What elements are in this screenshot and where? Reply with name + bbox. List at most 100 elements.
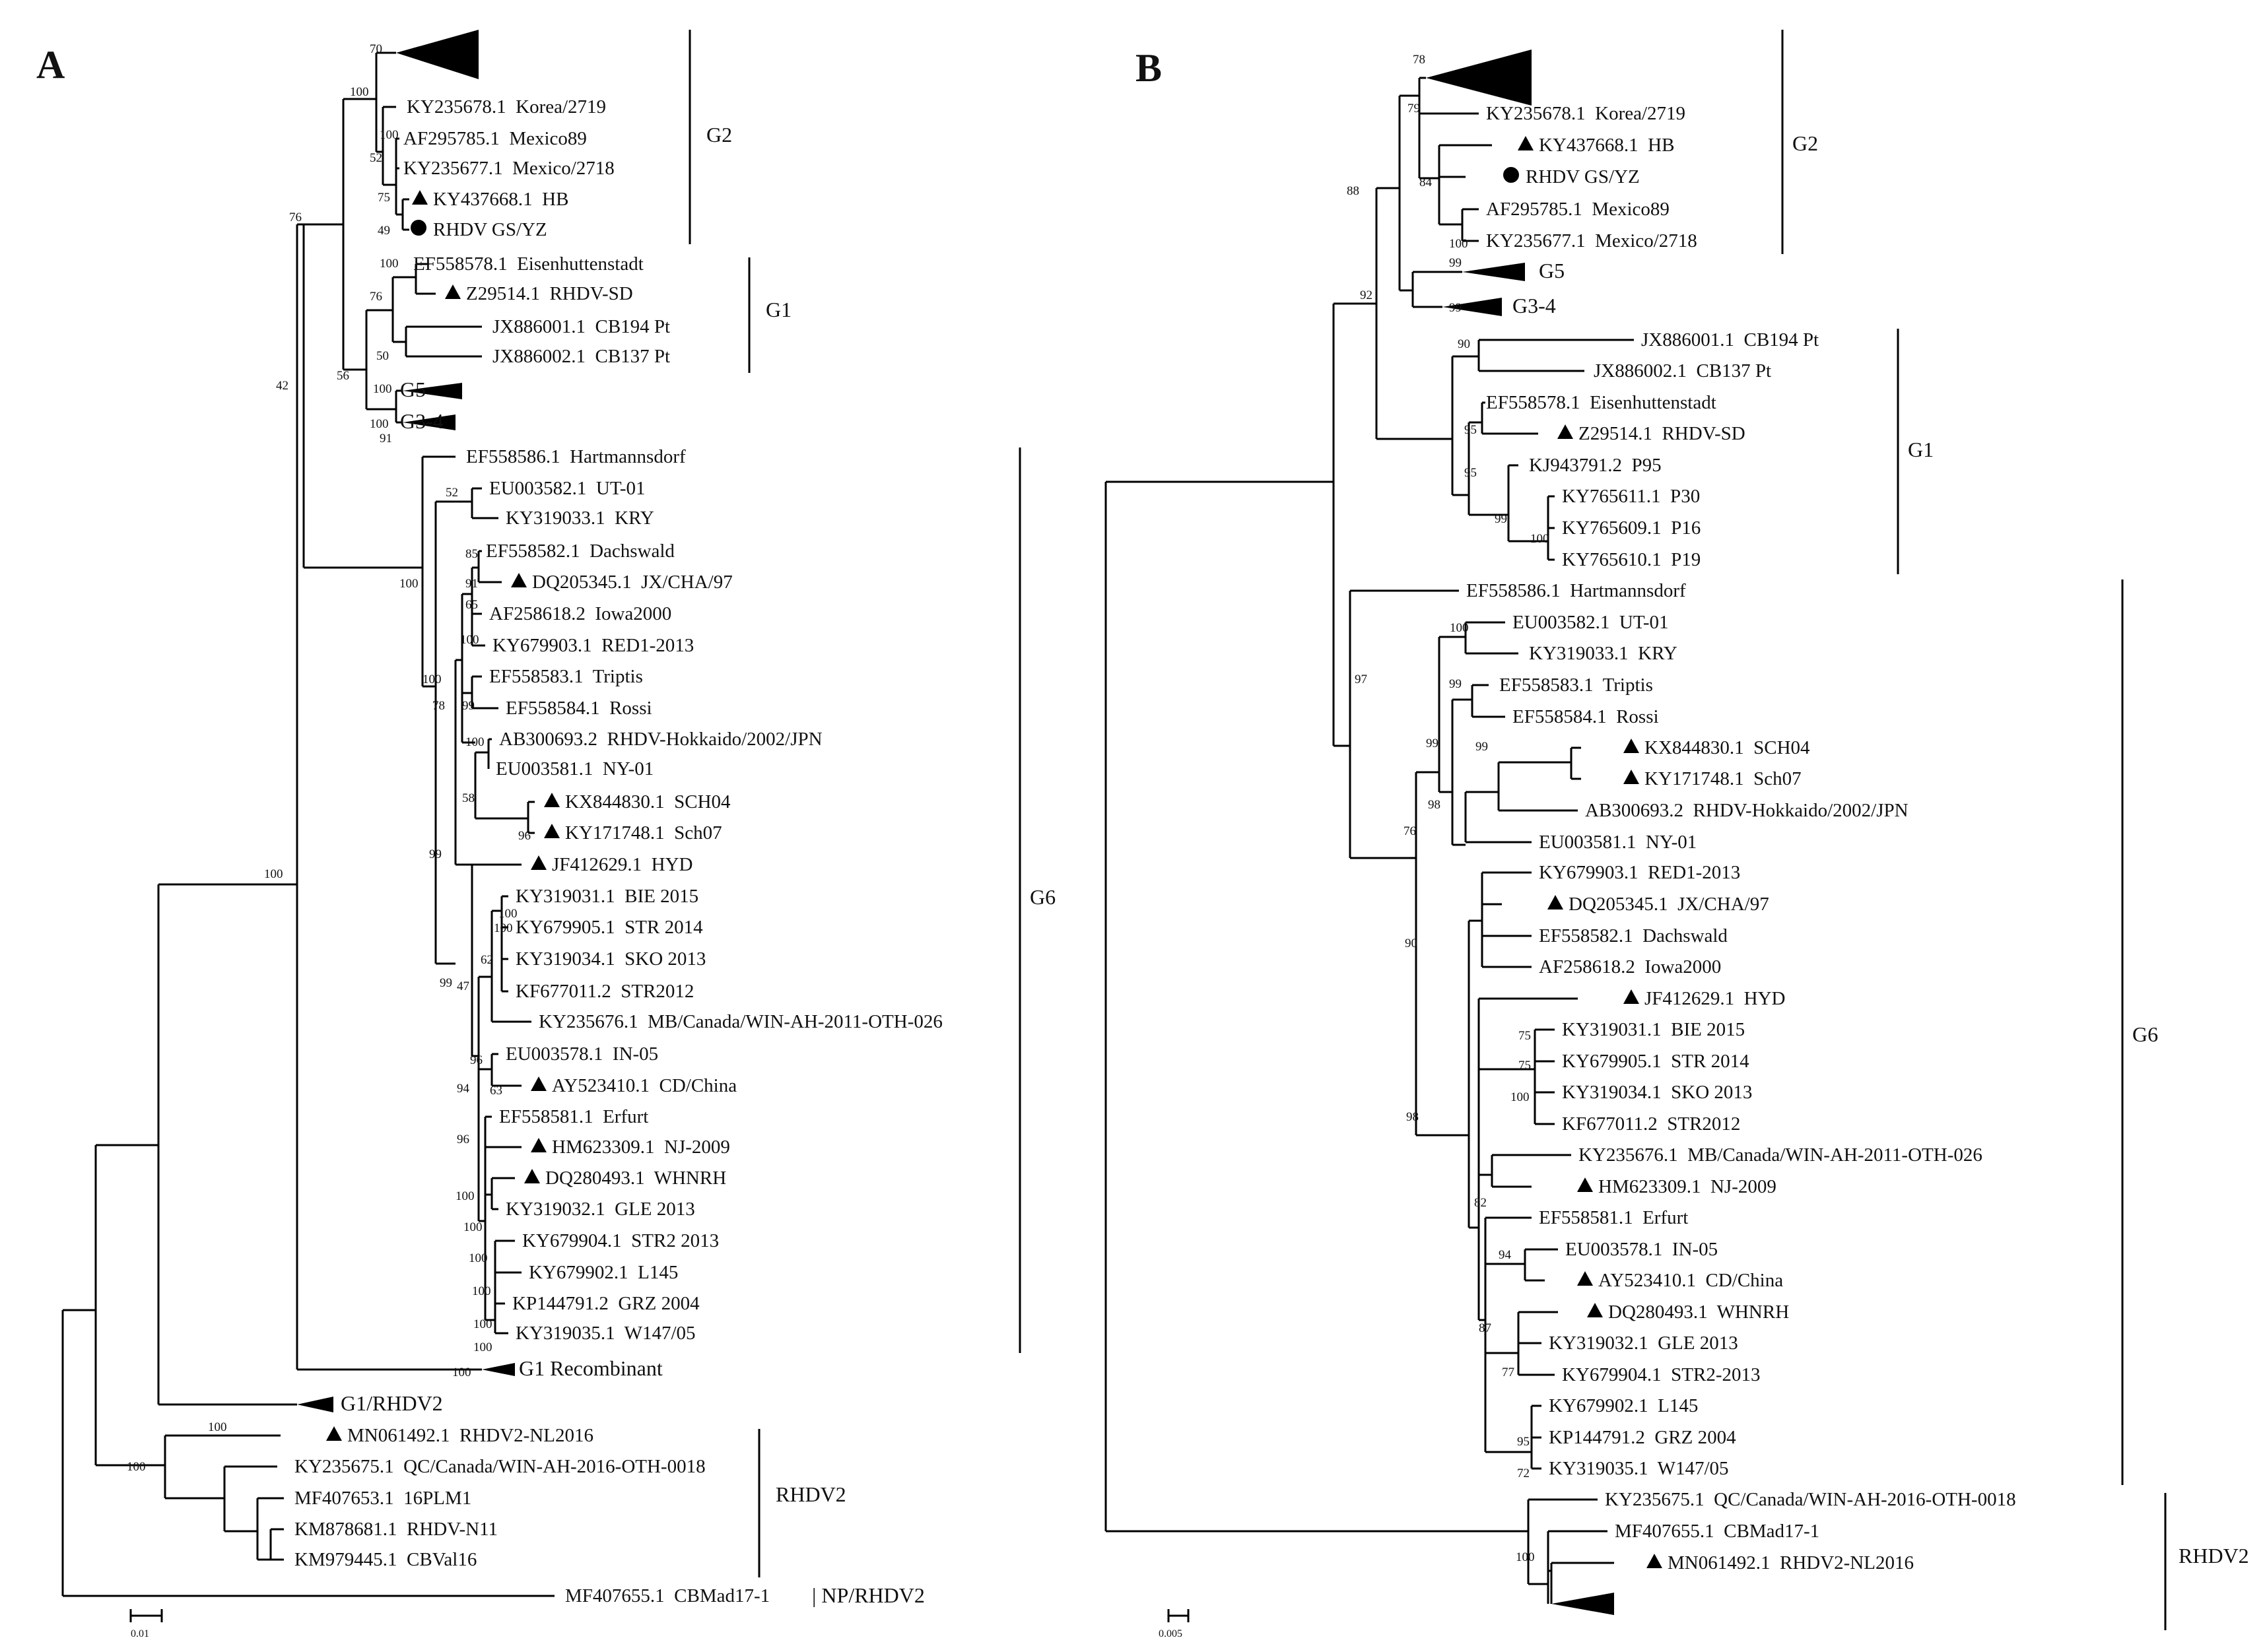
bootstrap-value: 75 bbox=[378, 191, 390, 205]
leaf-label: EF558583.1 Triptis bbox=[1499, 675, 1653, 696]
leaf-label: EF558584.1 Rossi bbox=[1512, 706, 1659, 727]
collapsed-clade-triangle bbox=[1426, 50, 1532, 106]
leaf-label: RHDV GS/YZ bbox=[433, 219, 547, 240]
bootstrap-value: 100 bbox=[456, 1189, 475, 1203]
leaf-label: KY319034.1 SKO 2013 bbox=[516, 948, 706, 970]
leaf-label: KY319035.1 W147/05 bbox=[516, 1323, 696, 1344]
group-label-np-rhdv2: | NP/RHDV2 bbox=[812, 1583, 925, 1607]
collapsed-clade-triangle bbox=[482, 1363, 515, 1376]
collapsed-clade-label: G3-4 bbox=[1512, 294, 1556, 317]
leaf-label: Z29514.1 RHDV-SD bbox=[1578, 423, 1745, 444]
triangle-marker-icon bbox=[1557, 424, 1573, 439]
leaf-label: KP144791.2 GRZ 2004 bbox=[1549, 1427, 1736, 1448]
leaf-label: EF558581.1 Erfurt bbox=[499, 1106, 648, 1127]
bootstrap-value: 99 bbox=[1426, 737, 1438, 750]
circle-marker-icon bbox=[1503, 167, 1519, 183]
bootstrap-value: 91 bbox=[465, 577, 478, 591]
panel-b-bootstrap-values: 78 79 84 100 99 99 88 92 90 95 95 99 100 97 100 99 99 99 9… bbox=[1347, 53, 1549, 1564]
leaf-label: KY235678.1 Korea/2719 bbox=[1486, 103, 1685, 124]
leaf-label: JF412629.1 HYD bbox=[1644, 988, 1786, 1009]
leaf-label: KY679905.1 STR 2014 bbox=[516, 917, 703, 938]
bootstrap-value: 100 bbox=[423, 673, 442, 686]
triangle-marker-icon bbox=[524, 1169, 540, 1183]
bootstrap-value: 75 bbox=[1518, 1029, 1531, 1043]
leaf-label: KF677011.2 STR2012 bbox=[1562, 1113, 1740, 1135]
bootstrap-value: 50 bbox=[376, 349, 389, 363]
bootstrap-value: 90 bbox=[1405, 937, 1417, 950]
group-label-g2: G2 bbox=[1792, 131, 1818, 155]
leaf-label: KY235675.1 QC/Canada/WIN-AH-2016-OTH-001… bbox=[1605, 1489, 2016, 1510]
leaf-label: EU003582.1 UT-01 bbox=[489, 478, 646, 499]
leaf-label: KY679904.1 STR2-2013 bbox=[1562, 1364, 1760, 1385]
leaf-label: KY679905.1 STR 2014 bbox=[1562, 1051, 1749, 1072]
triangle-marker-icon bbox=[1623, 770, 1639, 784]
leaf-label: EF558578.1 Eisenhuttenstadt bbox=[413, 253, 644, 275]
bootstrap-value: 76 bbox=[289, 211, 302, 224]
leaf-label: KY319031.1 BIE 2015 bbox=[1562, 1019, 1745, 1040]
bootstrap-value: 96 bbox=[470, 1053, 483, 1067]
bootstrap-value: 99 bbox=[1449, 256, 1462, 270]
bootstrap-value: 98 bbox=[1428, 798, 1440, 812]
collapsed-clade-triangle bbox=[297, 1397, 333, 1412]
bootstrap-value: 100 bbox=[380, 257, 399, 271]
leaf-label: KY319035.1 W147/05 bbox=[1549, 1458, 1729, 1479]
leaf-label: EU003578.1 IN-05 bbox=[1565, 1239, 1718, 1260]
bootstrap-value: 96 bbox=[518, 829, 531, 843]
bootstrap-value: 82 bbox=[1474, 1196, 1487, 1210]
bootstrap-value: 100 bbox=[469, 1251, 488, 1265]
bootstrap-value: 52 bbox=[446, 486, 458, 500]
leaf-label: EU003581.1 NY-01 bbox=[1539, 832, 1697, 853]
leaf-label: HM623309.1 NJ-2009 bbox=[1598, 1176, 1776, 1197]
leaf-label: KY679902.1 L145 bbox=[1549, 1395, 1698, 1416]
bootstrap-value: 70 bbox=[370, 42, 382, 56]
triangle-marker-icon bbox=[1623, 739, 1639, 753]
leaf-label: MN061492.1 RHDV2-NL2016 bbox=[347, 1425, 593, 1446]
leaf-label: DQ280493.1 WHNRH bbox=[1608, 1302, 1789, 1323]
leaf-label: EU003582.1 UT-01 bbox=[1512, 612, 1669, 633]
bootstrap-value: 78 bbox=[1413, 53, 1425, 67]
leaf-label: MF407655.1 CBMad17-1 bbox=[1615, 1521, 1819, 1542]
leaf-label: HM623309.1 NJ-2009 bbox=[552, 1137, 730, 1158]
bootstrap-value: 76 bbox=[370, 290, 382, 304]
triangle-marker-icon bbox=[1646, 1554, 1662, 1568]
bootstrap-value: 65 bbox=[465, 598, 478, 612]
triangle-marker-icon bbox=[544, 793, 560, 807]
bootstrap-value: 100 bbox=[452, 1366, 471, 1379]
leaf-label: KY765611.1 P30 bbox=[1562, 486, 1700, 507]
bootstrap-value: 49 bbox=[378, 224, 390, 238]
leaf-label: MN061492.1 RHDV2-NL2016 bbox=[1668, 1552, 1914, 1573]
bootstrap-value: 100 bbox=[127, 1460, 146, 1474]
bootstrap-value: 100 bbox=[465, 735, 485, 749]
leaf-label: Z29514.1 RHDV-SD bbox=[466, 283, 633, 304]
bootstrap-value: 76 bbox=[1403, 824, 1416, 838]
leaf-label: KY679904.1 STR2 2013 bbox=[522, 1230, 719, 1251]
bootstrap-value: 75 bbox=[1518, 1059, 1531, 1073]
bootstrap-value: 63 bbox=[490, 1084, 502, 1098]
triangle-marker-icon bbox=[531, 1076, 547, 1091]
triangle-marker-icon bbox=[511, 573, 527, 587]
leaf-label: KY235677.1 Mexico/2718 bbox=[403, 158, 615, 179]
bootstrap-value: 100 bbox=[494, 921, 513, 935]
leaf-label: KY319031.1 BIE 2015 bbox=[516, 886, 698, 907]
leaf-label: AB300693.2 RHDV-Hokkaido/2002/JPN bbox=[499, 729, 823, 750]
bootstrap-value: 79 bbox=[1407, 102, 1420, 116]
bootstrap-value: 84 bbox=[1419, 176, 1433, 189]
collapsed-clade-triangle bbox=[396, 30, 479, 79]
circle-marker-icon bbox=[411, 220, 426, 236]
bootstrap-value: 100 bbox=[463, 1220, 483, 1234]
group-label-rhdv2: RHDV2 bbox=[2179, 1544, 2249, 1568]
leaf-label: KY437668.1 HB bbox=[1539, 135, 1674, 156]
bootstrap-value: 87 bbox=[1479, 1321, 1491, 1335]
leaf-label: KY319034.1 SKO 2013 bbox=[1562, 1082, 1752, 1103]
leaf-label: EF558583.1 Triptis bbox=[489, 666, 643, 687]
bootstrap-value: 100 bbox=[498, 907, 518, 921]
panel-b-branches bbox=[1104, 77, 1634, 1622]
scale-bar-label: 0.01 bbox=[131, 1628, 149, 1639]
triangle-marker-icon bbox=[1577, 1177, 1593, 1192]
leaf-label: KY319032.1 GLE 2013 bbox=[506, 1199, 695, 1220]
triangle-marker-icon bbox=[1623, 989, 1639, 1004]
leaf-label: KY171748.1 Sch07 bbox=[1644, 768, 1802, 789]
leaf-label: KY437668.1 HB bbox=[433, 189, 568, 210]
bootstrap-value: 58 bbox=[462, 791, 475, 805]
bootstrap-value: 95 bbox=[1464, 466, 1477, 480]
